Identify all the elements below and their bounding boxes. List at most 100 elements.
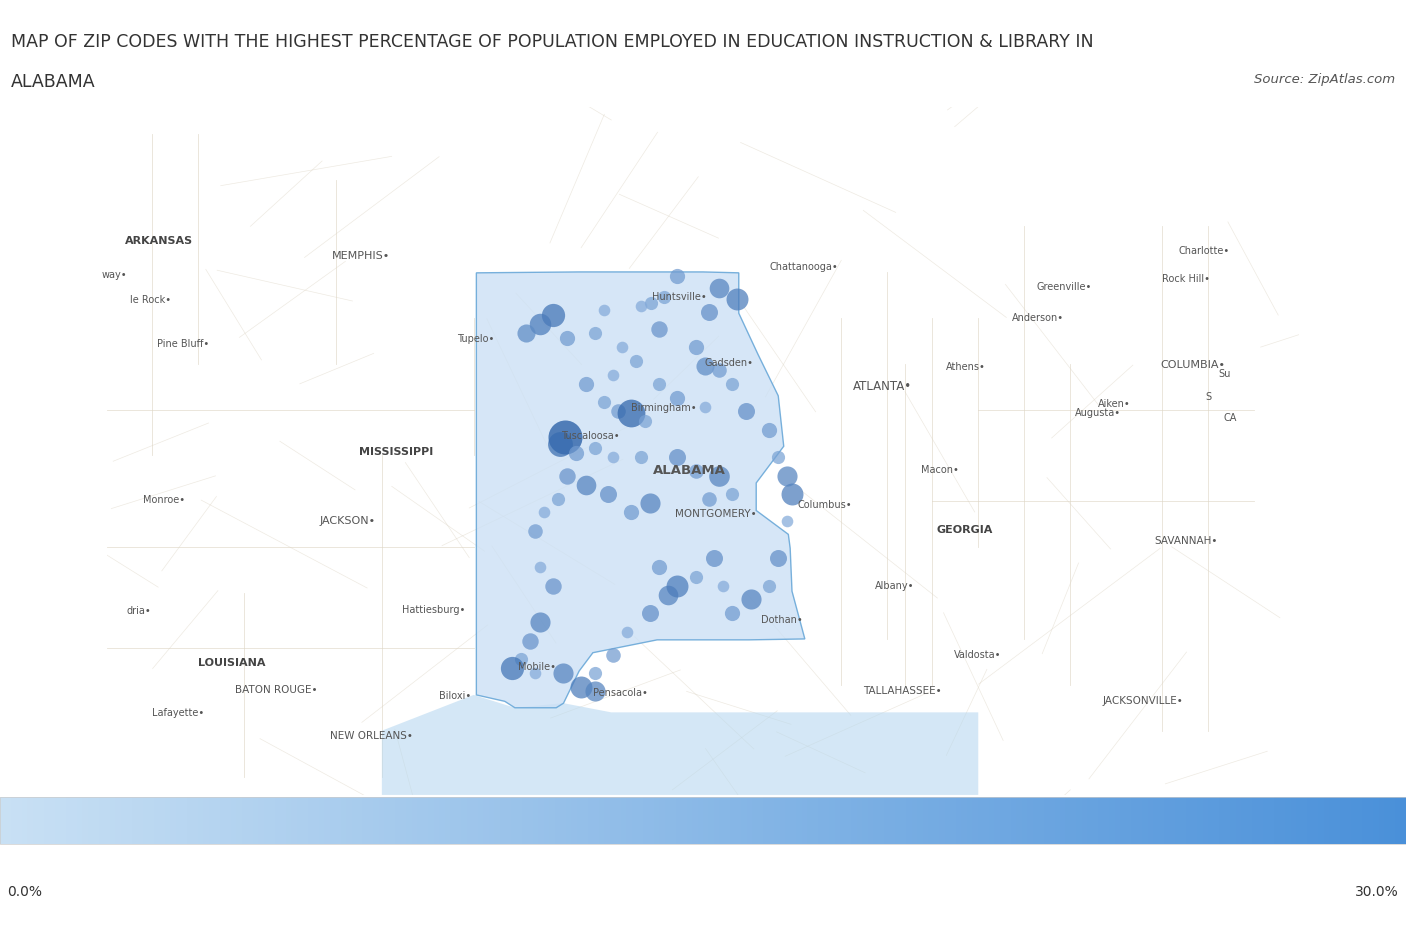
Point [666,578,689,593]
Point [583,684,606,699]
Point [780,487,803,502]
Text: Tupelo•: Tupelo• [457,333,495,344]
Point [583,327,606,342]
Point [707,363,730,378]
Text: dria•: dria• [127,605,152,615]
Point [693,400,716,415]
Point [569,680,592,695]
Text: Birmingham•: Birmingham• [631,402,697,413]
Text: Valdosta•: Valdosta• [953,649,1001,659]
Point [721,607,744,622]
Point [648,322,671,337]
Point [620,505,643,520]
Text: MAP OF ZIP CODES WITH THE HIGHEST PERCENTAGE OF POPULATION EMPLOYED IN EDUCATION: MAP OF ZIP CODES WITH THE HIGHEST PERCEN… [11,33,1094,51]
Text: Chattanooga•: Chattanooga• [769,262,838,272]
Point [630,300,652,314]
Point [768,450,790,465]
Text: CA: CA [1223,413,1237,422]
Text: 30.0%: 30.0% [1355,885,1399,899]
Point [602,648,624,663]
Point [776,469,799,484]
Text: Biloxi•: Biloxi• [439,690,471,700]
Point [735,404,758,419]
Point [685,464,707,479]
Text: MISSISSIPPI: MISSISSIPPI [359,446,433,457]
Text: Columbus•: Columbus• [797,500,852,509]
Text: JACKSONVILLE•: JACKSONVILLE• [1104,695,1184,706]
Text: Monroe•: Monroe• [143,495,186,505]
Point [620,406,643,421]
Text: Source: ZipAtlas.com: Source: ZipAtlas.com [1254,73,1395,86]
Point [555,331,578,346]
Point [657,588,679,603]
Point [574,377,596,392]
Point [725,293,748,308]
Point [515,327,537,342]
Text: LOUISIANA: LOUISIANA [198,657,266,667]
Text: Tuscaloosa•: Tuscaloosa• [561,431,620,441]
Point [776,515,799,530]
Text: le Rock•: le Rock• [129,295,170,305]
Point [501,661,523,676]
Point [707,281,730,296]
Point [648,377,671,392]
Point [543,578,565,593]
Point [593,395,616,410]
Text: Dothan•: Dothan• [761,614,803,624]
Point [666,269,689,284]
Point [547,491,569,506]
Point [768,551,790,566]
Text: BATON ROUGE•: BATON ROUGE• [235,684,318,695]
Text: S: S [1206,391,1212,402]
Point [533,505,555,520]
Text: Su: Su [1219,369,1232,378]
Point [699,305,721,320]
Point [606,404,628,419]
Text: Gadsden•: Gadsden• [704,358,754,368]
Point [699,491,721,506]
Text: Macon•: Macon• [921,464,959,475]
Point [519,634,541,649]
Text: TALLAHASSEE•: TALLAHASSEE• [863,685,941,695]
Text: ATLANTA•: ATLANTA• [852,380,911,393]
Text: 0.0%: 0.0% [7,885,42,899]
Point [548,436,571,451]
Text: Hattiesburg•: Hattiesburg• [402,604,465,614]
Text: COLUMBIA•: COLUMBIA• [1161,359,1226,370]
Point [543,308,565,323]
Text: ARKANSAS: ARKANSAS [125,236,193,245]
Text: Pine Bluff•: Pine Bluff• [157,339,209,349]
Text: way•: way• [103,270,128,280]
Point [638,607,661,622]
Point [583,441,606,456]
Point [721,487,744,502]
Point [758,578,780,593]
Point [685,569,707,584]
Point [529,615,551,630]
Point [666,390,689,405]
Point [554,431,576,446]
Point [652,290,675,305]
Point [616,624,638,639]
Text: ALABAMA: ALABAMA [11,73,96,91]
Polygon shape [477,272,804,708]
Text: Huntsville•: Huntsville• [651,291,706,301]
Text: MEMPHIS•: MEMPHIS• [332,251,389,261]
Point [602,368,624,383]
Text: SAVANNAH•: SAVANNAH• [1154,535,1218,546]
Text: MONTGOMERY•: MONTGOMERY• [675,508,756,519]
Text: NEW ORLEANS•: NEW ORLEANS• [329,730,412,740]
Text: Augusta•: Augusta• [1074,408,1121,417]
Point [685,341,707,356]
Text: Albany•: Albany• [875,580,914,591]
Point [703,551,725,566]
Point [758,423,780,438]
Point [624,354,647,369]
Point [630,450,652,465]
Point [593,303,616,318]
Point [648,561,671,576]
Point [638,496,661,511]
Point [711,578,734,593]
Text: Mobile•: Mobile• [517,662,555,672]
Point [612,341,634,356]
